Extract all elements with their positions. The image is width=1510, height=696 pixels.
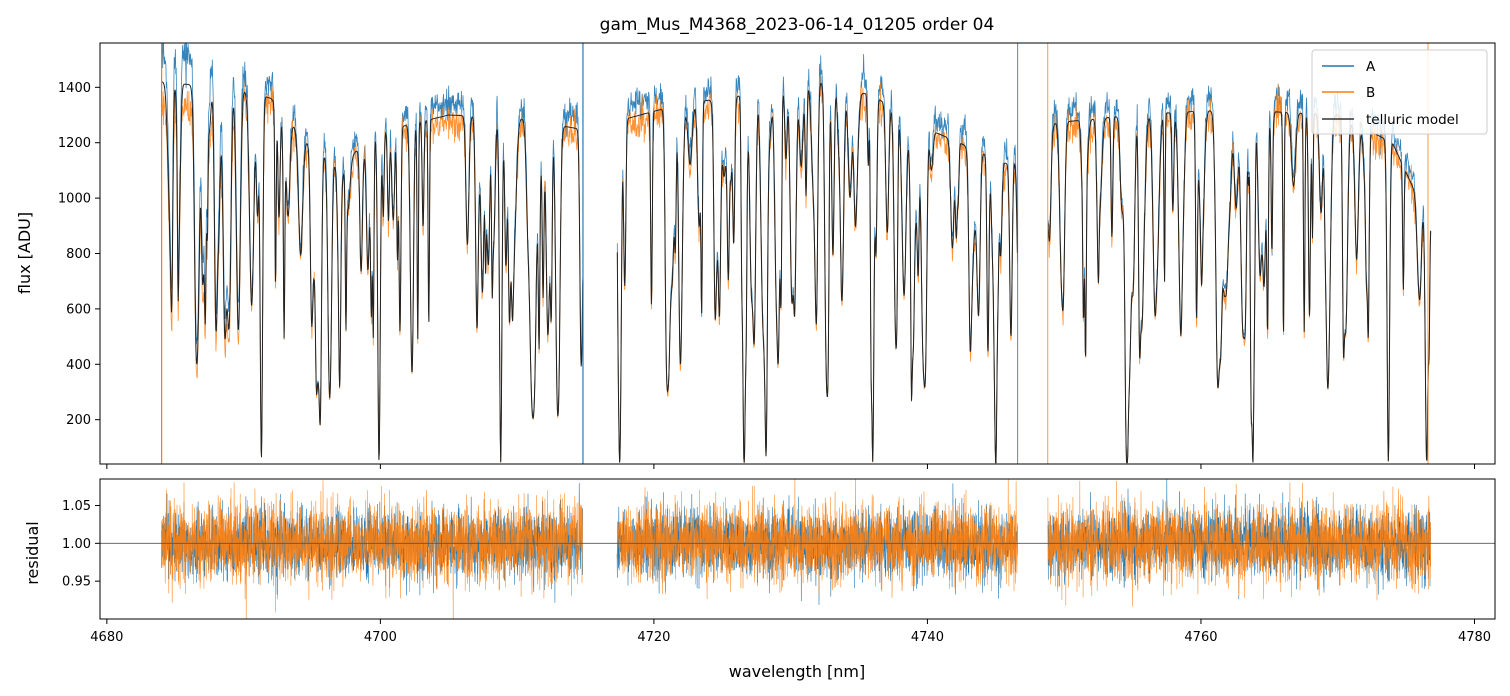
x-tick-label: 4680: [90, 630, 123, 645]
residual-y-ticks: 0.95 1.00 1.05: [62, 499, 100, 590]
legend-box: [1311, 49, 1488, 135]
legend-label-b: B: [1366, 85, 1375, 101]
chart-title: gam_Mus_M4368_2023-06-14_01205 order 04: [600, 15, 995, 35]
residual-y-axis-label: residual: [23, 521, 42, 584]
telluric-model-line: [161, 81, 1432, 464]
legend-label-model: telluric model: [1366, 112, 1459, 128]
flux-panel: 200 400 600 800 1000 1200 1400 flux [ADU] A B …: [15, 42, 1496, 469]
x-tick-label: 4700: [364, 630, 397, 645]
flux-y-tick-label: 1000: [58, 192, 91, 207]
residual-series-group: [100, 479, 1495, 619]
flux-y-tick-label: 1400: [58, 81, 91, 96]
flux-y-ticks: 200 400 600 800 1000 1200 1400: [58, 81, 100, 428]
flux-y-tick-label: 200: [66, 413, 91, 428]
residual-y-tick-label: 1.00: [62, 537, 91, 552]
x-axis-label: wavelength [nm]: [729, 662, 866, 681]
flux-y-tick-label: 1200: [58, 136, 91, 151]
flux-series-group: [161, 43, 1432, 464]
x-tick-label: 4760: [1184, 630, 1217, 645]
x-tick-label: 4740: [911, 630, 944, 645]
residual-series-b: [161, 479, 1431, 619]
residual-panel: 0.95 1.00 1.05 4680 4700 4720 4740 4760 4780 re…: [23, 478, 1496, 645]
residual-y-tick-label: 1.05: [62, 499, 91, 514]
flux-y-axis-label: flux [ADU]: [15, 212, 34, 294]
x-tick-label: 4780: [1458, 630, 1491, 645]
flux-y-tick-label: 400: [66, 358, 91, 373]
flux-y-tick-label: 800: [66, 247, 91, 262]
residual-panel-frame: [99, 478, 1496, 620]
flux-y-tick-label: 600: [66, 302, 91, 317]
legend: A B telluric model: [1311, 49, 1488, 135]
legend-label-a: A: [1366, 59, 1376, 75]
residual-y-tick-label: 0.95: [62, 575, 91, 590]
residual-x-ticks: 4680 4700 4720 4740 4760 4780: [90, 619, 1491, 645]
flux-x-ticks: [106, 464, 1475, 469]
x-tick-label: 4720: [637, 630, 670, 645]
